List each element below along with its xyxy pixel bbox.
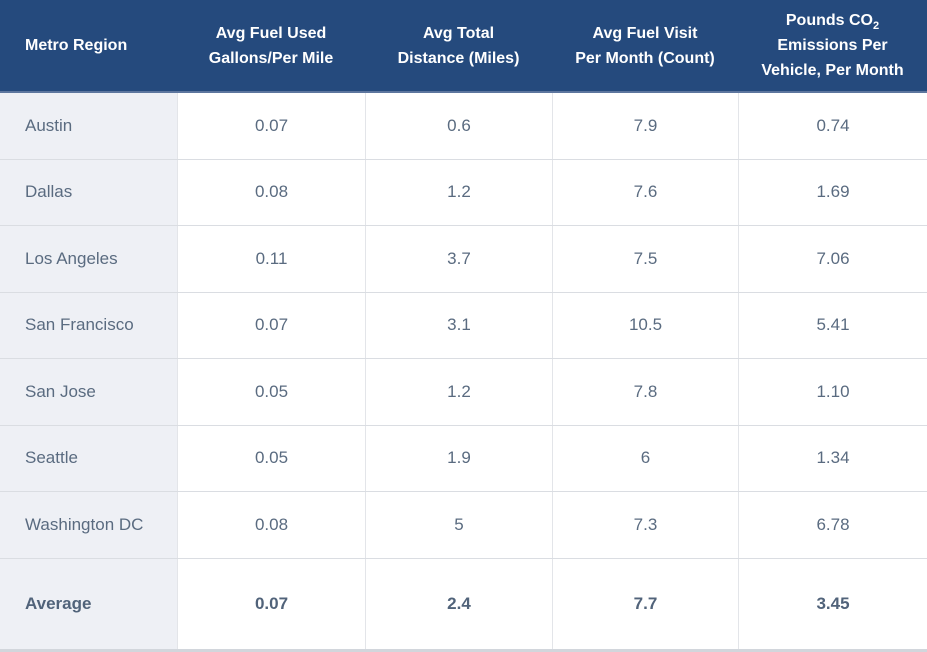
co2-subscript: 2 <box>872 20 880 33</box>
fuel-used-cell: 0.05 <box>177 359 365 425</box>
co2-cell: 1.34 <box>738 425 927 491</box>
region-cell: Washington DC <box>0 492 177 558</box>
co2-cell: 0.74 <box>738 93 927 159</box>
distance-cell: 3.1 <box>365 292 552 358</box>
region-cell: Seattle <box>0 425 177 491</box>
fuel-visits-cell: 7.9 <box>552 93 738 159</box>
fuel-visits-cell: 7.6 <box>552 159 738 225</box>
fuel-visits-cell: 7.5 <box>552 226 738 292</box>
fuel-used-cell: 0.07 <box>177 558 365 649</box>
fuel-used-cell: 0.07 <box>177 292 365 358</box>
co2-cell: 3.45 <box>738 558 927 649</box>
table-header-row: Metro Region Avg Fuel Used Gallons/Per M… <box>0 0 927 93</box>
table-row: San Francisco 0.07 3.1 10.5 5.41 <box>0 292 927 359</box>
fuel-visits-cell: 7.8 <box>552 359 738 425</box>
co2-cell: 5.41 <box>738 292 927 358</box>
co2-cell: 1.69 <box>738 159 927 225</box>
fuel-used-cell: 0.11 <box>177 226 365 292</box>
column-header-metro-region: Metro Region <box>25 37 128 54</box>
distance-cell: 2.4 <box>365 558 552 649</box>
region-cell: San Francisco <box>0 292 177 358</box>
table-row: Los Angeles 0.11 3.7 7.5 7.06 <box>0 226 927 293</box>
fuel-used-cell: 0.08 <box>177 159 365 225</box>
region-cell: Dallas <box>0 159 177 225</box>
fuel-visits-cell: 7.7 <box>552 558 738 649</box>
fuel-visits-cell: 6 <box>552 425 738 491</box>
region-cell: Austin <box>0 93 177 159</box>
distance-cell: 0.6 <box>365 93 552 159</box>
table-row: San Jose 0.05 1.2 7.8 1.10 <box>0 359 927 426</box>
fuel-visits-cell: 10.5 <box>552 292 738 358</box>
co2-cell: 6.78 <box>738 492 927 558</box>
distance-cell: 5 <box>365 492 552 558</box>
table-row: Washington DC 0.08 5 7.3 6.78 <box>0 492 927 559</box>
column-header-co2-emissions: Pounds CO2 Emissions Per Vehicle, Per Mo… <box>738 0 927 91</box>
fuel-visits-cell: 7.3 <box>552 492 738 558</box>
co2-cell: 1.10 <box>738 359 927 425</box>
distance-cell: 1.9 <box>365 425 552 491</box>
distance-cell: 3.7 <box>365 226 552 292</box>
co2-header-label: Pounds CO2 Emissions Per Vehicle, Per Mo… <box>761 8 903 83</box>
column-header-avg-total-distance: Avg Total Distance (Miles) <box>397 24 520 67</box>
fuel-used-cell: 0.08 <box>177 492 365 558</box>
fuel-used-cell: 0.05 <box>177 425 365 491</box>
column-header-avg-fuel-visit: Avg Fuel Visit Per Month (Count) <box>575 24 715 67</box>
region-cell: Average <box>0 558 177 649</box>
region-cell: Los Angeles <box>0 226 177 292</box>
co2-header-text: Pounds CO <box>785 12 873 29</box>
table-row: Dallas 0.08 1.2 7.6 1.69 <box>0 159 927 226</box>
table-row-average: Average 0.07 2.4 7.7 3.45 <box>0 558 927 652</box>
co2-cell: 7.06 <box>738 226 927 292</box>
table-row: Seattle 0.05 1.9 6 1.34 <box>0 425 927 492</box>
region-cell: San Jose <box>0 359 177 425</box>
distance-cell: 1.2 <box>365 359 552 425</box>
table-row: Austin 0.07 0.6 7.9 0.74 <box>0 93 927 160</box>
distance-cell: 1.2 <box>365 159 552 225</box>
fuel-used-cell: 0.07 <box>177 93 365 159</box>
column-header-avg-fuel-used: Avg Fuel Used Gallons/Per Mile <box>208 24 334 67</box>
co2-header-rest: Emissions Per Vehicle, Per Month <box>761 37 904 79</box>
